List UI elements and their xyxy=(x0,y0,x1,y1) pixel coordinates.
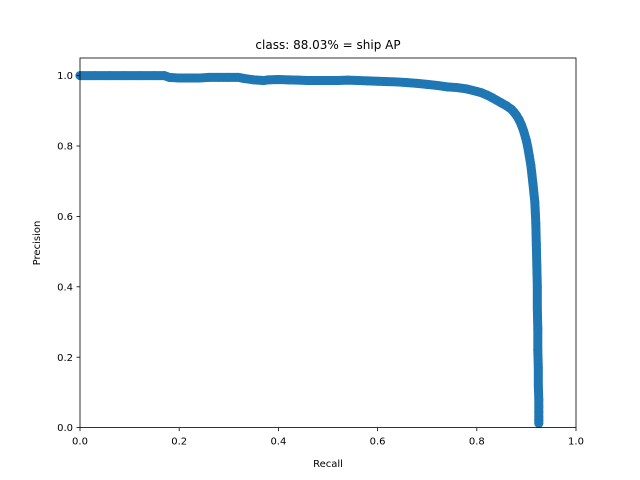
data-point xyxy=(174,73,184,83)
data-point xyxy=(532,303,542,313)
x-tick-label: 0.4 xyxy=(270,437,286,448)
x-tick-label: 0.2 xyxy=(171,437,187,448)
data-point xyxy=(533,380,543,390)
data-point xyxy=(224,72,234,82)
data-point xyxy=(526,160,536,170)
y-axis-label: Precision xyxy=(32,221,43,266)
data-point xyxy=(516,120,526,130)
data-point xyxy=(363,76,373,86)
data-point xyxy=(323,76,333,86)
data-point xyxy=(283,75,293,85)
data-point xyxy=(523,143,533,153)
data-point xyxy=(533,363,543,373)
data-point xyxy=(313,76,323,86)
data-point xyxy=(402,78,412,88)
y-tick-label: 0.2 xyxy=(57,353,73,364)
data-point xyxy=(343,75,353,85)
plot-area xyxy=(75,71,544,428)
axes-frame xyxy=(79,57,577,429)
x-axis: 0.0 0.2 0.4 0.6 0.8 1.0 xyxy=(72,427,584,448)
data-point xyxy=(528,178,538,188)
data-point xyxy=(519,127,529,137)
data-point xyxy=(184,73,194,83)
data-point xyxy=(422,79,432,89)
data-point xyxy=(462,84,472,94)
series-line xyxy=(75,71,544,428)
x-tick-label: 0.6 xyxy=(370,437,386,448)
data-point xyxy=(333,76,343,86)
y-axis: 0.0 0.2 0.4 0.6 0.8 1.0 xyxy=(57,71,80,434)
data-point xyxy=(204,72,214,82)
data-point xyxy=(531,218,541,228)
data-point xyxy=(524,152,534,162)
data-point xyxy=(383,77,393,87)
y-tick-label: 0.8 xyxy=(57,142,73,153)
data-point xyxy=(105,71,115,81)
data-point xyxy=(432,80,442,90)
data-point xyxy=(303,76,313,86)
data-point xyxy=(214,72,224,82)
data-point xyxy=(527,169,537,179)
data-point xyxy=(532,282,542,292)
data-point xyxy=(249,75,259,85)
data-point xyxy=(164,72,174,82)
data-point xyxy=(90,71,100,81)
chart-title: class: 88.03% = ship AP xyxy=(255,38,400,52)
data-point xyxy=(452,83,462,93)
data-point xyxy=(529,187,539,197)
data-point xyxy=(533,345,543,355)
data-point xyxy=(263,75,273,85)
data-point xyxy=(521,136,531,146)
data-point xyxy=(534,418,544,428)
x-tick-label: 0.8 xyxy=(469,437,485,448)
data-point xyxy=(293,75,303,85)
data-point xyxy=(412,78,422,88)
data-point xyxy=(531,240,541,250)
data-point xyxy=(194,73,204,83)
data-point xyxy=(392,77,402,87)
x-axis-label: Recall xyxy=(313,459,343,470)
y-tick-label: 1.0 xyxy=(57,71,73,82)
y-tick-label: 0.0 xyxy=(57,423,73,434)
x-tick-label: 1.0 xyxy=(568,437,584,448)
x-tick-label: 0.0 xyxy=(72,437,88,448)
data-point xyxy=(149,71,159,81)
y-tick-label: 0.6 xyxy=(57,212,73,223)
data-point xyxy=(533,324,543,334)
data-point xyxy=(273,74,283,84)
data-point xyxy=(135,71,145,81)
data-point xyxy=(373,76,383,86)
data-point xyxy=(530,197,540,207)
data-point xyxy=(534,394,544,404)
data-point xyxy=(239,73,249,83)
data-point xyxy=(442,82,452,92)
data-point xyxy=(530,208,540,218)
data-point xyxy=(353,76,363,86)
data-point xyxy=(532,261,542,271)
y-tick-label: 0.4 xyxy=(57,282,73,293)
data-point xyxy=(120,71,130,81)
